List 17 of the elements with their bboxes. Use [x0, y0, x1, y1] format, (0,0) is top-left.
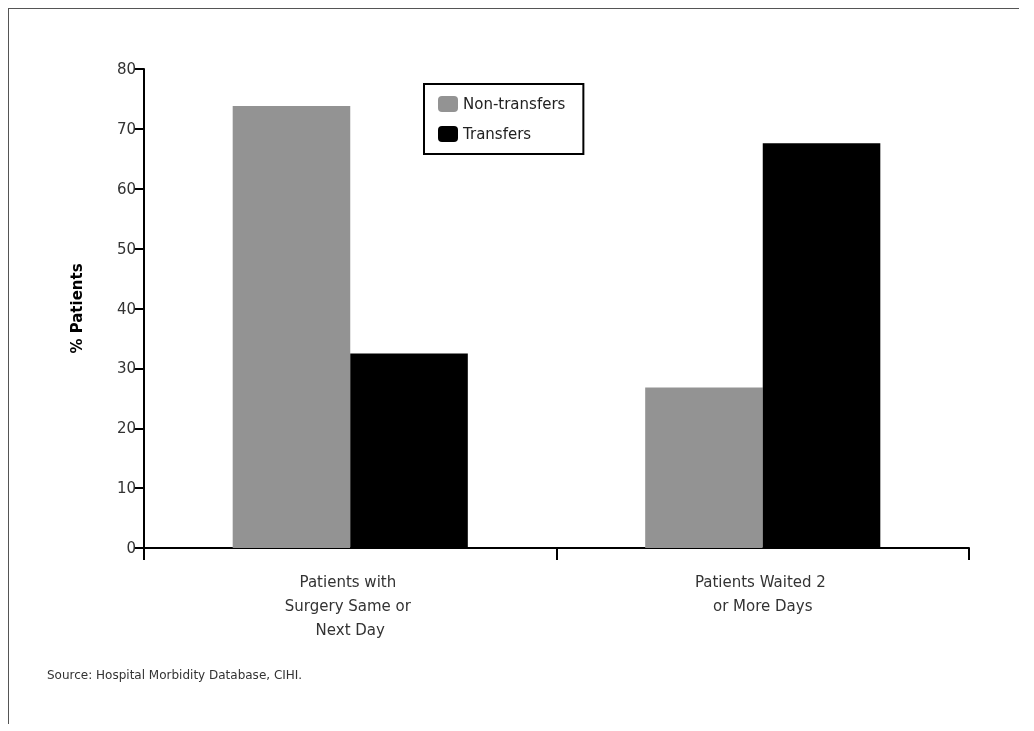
y-tick-label: 50 [116, 239, 136, 258]
y-tick-label: 80 [116, 60, 136, 78]
bar [232, 106, 351, 548]
legend-label: Transfers [462, 125, 532, 143]
y-tick-label: 40 [116, 299, 136, 318]
y-tick-label: 10 [116, 479, 136, 498]
x-tick-label: Patients Waited 2 or More Days [694, 573, 831, 615]
y-tick-label: 0 [126, 539, 136, 557]
y-tick-label: 30 [116, 359, 136, 378]
bar [645, 387, 763, 548]
x-tick-label: Patients with Surgery Same or Next Day [284, 573, 416, 639]
y-tick-label: 60 [116, 179, 136, 198]
y-tick-label: 20 [116, 419, 136, 438]
y-axis-title: % Patients [67, 263, 86, 354]
y-tick-label: 70 [116, 119, 136, 138]
legend-label: Non-transfers [463, 95, 566, 113]
source-note: Source: Hospital Morbidity Database, CIHI. [47, 668, 303, 682]
